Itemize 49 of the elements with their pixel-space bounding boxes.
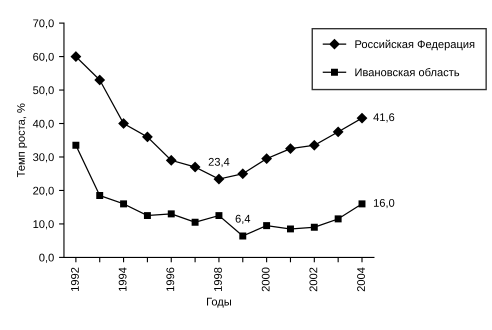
point — [263, 222, 270, 230]
point — [168, 210, 175, 218]
data-label: 41,6 — [373, 113, 394, 122]
y-tick-label: 20,0 — [33, 186, 54, 196]
x-tick-label: 2004 — [357, 267, 365, 292]
x-tick-label: 2000 — [262, 268, 270, 292]
legend-label: Ивановская область — [355, 68, 460, 76]
y-tick-label: 70,0 — [33, 19, 54, 29]
legend-label: Российская Федерация — [355, 40, 474, 50]
point — [72, 142, 80, 149]
x-tick-label: 1998 — [214, 268, 222, 291]
x-tick-label: 1994 — [118, 267, 127, 291]
y-axis-title: Темп роста, % — [17, 104, 28, 178]
data-label: 16,0 — [374, 198, 394, 208]
data-label: 23,4 — [208, 158, 230, 168]
point — [214, 174, 224, 184]
point — [286, 225, 294, 232]
point — [239, 232, 246, 240]
point — [70, 51, 81, 62]
x-axis-title: Годы — [207, 298, 231, 308]
y-tick-label: 60,0 — [33, 52, 54, 62]
point — [309, 140, 320, 150]
y-tick-label: 50,0 — [33, 86, 54, 96]
point — [238, 168, 248, 179]
x-tick-label: 1992 — [70, 268, 79, 291]
point — [310, 224, 318, 231]
y-tick-label: 40,0 — [32, 120, 54, 129]
point — [190, 162, 200, 172]
point — [166, 155, 176, 166]
point — [94, 74, 105, 86]
point — [333, 126, 344, 137]
point — [118, 118, 129, 129]
point — [120, 200, 128, 208]
point — [96, 192, 104, 199]
y-tick-label: 0,0 — [39, 254, 54, 263]
point — [358, 200, 366, 208]
point — [262, 154, 272, 164]
point — [356, 113, 368, 124]
x-tick-label: 2002 — [309, 268, 318, 292]
y-tick-label: 30,0 — [33, 153, 54, 162]
point — [285, 144, 296, 154]
point — [142, 132, 153, 142]
point — [192, 218, 199, 226]
point — [215, 212, 222, 220]
x-tick-label: 1996 — [166, 268, 174, 291]
point — [334, 215, 342, 222]
data-label: 6,4 — [236, 214, 250, 224]
y-tick-label: 10,0 — [33, 220, 54, 230]
point — [144, 212, 151, 220]
